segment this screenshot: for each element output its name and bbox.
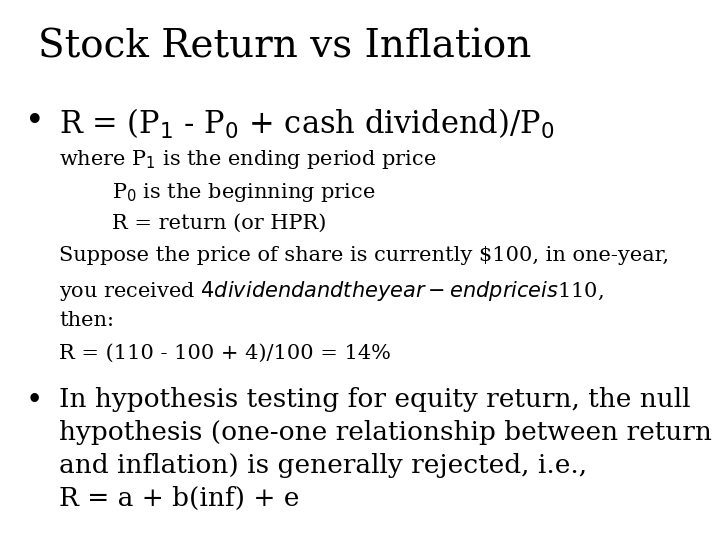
Text: where P$_1$ is the ending period price: where P$_1$ is the ending period price <box>59 148 436 171</box>
Text: R = (110 - 100 + 4)/100 = 14%: R = (110 - 100 + 4)/100 = 14% <box>59 344 391 363</box>
Text: P$_0$ is the beginning price: P$_0$ is the beginning price <box>59 181 376 204</box>
Text: you received $4 dividend and the year-end price is $110,: you received $4 dividend and the year-en… <box>59 279 604 302</box>
Text: Stock Return vs Inflation: Stock Return vs Inflation <box>38 29 531 66</box>
Text: R = (P$_1$ - P$_0$ + cash dividend)/P$_0$: R = (P$_1$ - P$_0$ + cash dividend)/P$_0… <box>59 106 554 140</box>
Text: Suppose the price of share is currently $100, in one-year,: Suppose the price of share is currently … <box>59 246 669 265</box>
Text: In hypothesis testing for equity return, the null
hypothesis (one-one relationsh: In hypothesis testing for equity return,… <box>59 387 712 510</box>
Text: then:: then: <box>59 312 114 330</box>
Text: R = return (or HPR): R = return (or HPR) <box>59 213 327 232</box>
Text: •: • <box>25 387 42 415</box>
Text: •: • <box>25 106 45 138</box>
